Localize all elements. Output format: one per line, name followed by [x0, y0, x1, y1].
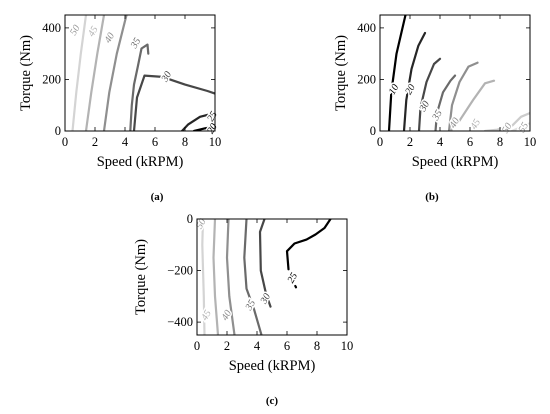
x-tick-label: 2 [407, 135, 413, 149]
contour-line-45 [212, 219, 220, 335]
x-tick-label: 4 [122, 135, 129, 149]
x-tick-label: 10 [209, 135, 222, 149]
x-tick-label: 6 [152, 135, 158, 149]
y-axis-label: Torque (Nm) [333, 35, 349, 111]
contour-label: 35 [128, 36, 143, 51]
subfigure-caption: (b) [425, 191, 439, 203]
contour-label: 35 [430, 108, 445, 123]
plot-frame [379, 14, 531, 132]
y-tick-label: 200 [357, 72, 376, 86]
contour-line-50 [483, 111, 530, 131]
contour-label: 20 [403, 83, 418, 97]
contour-line-50 [201, 219, 206, 335]
y-tick-label: 200 [42, 72, 61, 86]
contour-lines [201, 219, 332, 335]
contour-line-55 [510, 122, 530, 131]
contour-label: 30 [159, 70, 174, 85]
x-tick-label: 10 [341, 339, 354, 353]
contour-label: 40 [103, 31, 118, 45]
y-tick-label: 400 [357, 21, 376, 35]
contour-line-30 [417, 57, 442, 131]
x-tick-label: 4 [254, 339, 261, 353]
contour-line-35 [243, 219, 263, 335]
contour-line-20 [192, 125, 215, 131]
subfigure-caption: (c) [266, 395, 279, 407]
x-tick-label: 0 [377, 135, 383, 149]
contour-line-50 [71, 15, 88, 131]
contour-line-30 [132, 74, 215, 131]
contour-line-25 [285, 219, 332, 271]
contour-label: 40 [448, 116, 463, 130]
contour-line-40 [447, 61, 479, 131]
contour-lines [387, 15, 530, 131]
contour-line-45 [449, 79, 496, 131]
contour-label: 45 [86, 25, 101, 39]
x-tick-label: 6 [467, 135, 473, 149]
y-tick-label: 400 [42, 21, 61, 35]
contour-label: 35 [243, 298, 258, 313]
contour-label: 50 [194, 217, 209, 231]
contour-label: 25 [286, 271, 301, 285]
contour-line-40 [225, 219, 236, 335]
y-axis-label: Torque (Nm) [133, 239, 149, 315]
x-tick-label: 4 [437, 135, 444, 149]
x-axis-label: Speed (kRPM) [97, 154, 184, 170]
y-tick-label: 0 [370, 124, 376, 138]
contour-line-30 [258, 219, 272, 308]
x-tick-label: 8 [497, 135, 503, 149]
x-tick-label: 2 [224, 339, 230, 353]
contour-line-extra [294, 284, 298, 289]
contour-label: 40 [220, 308, 235, 322]
x-axis-label: Speed (kRPM) [412, 154, 499, 170]
subfigure-caption: (a) [151, 191, 164, 203]
contour-label: 25 [205, 110, 220, 124]
x-axis-label: Speed (kRPM) [229, 358, 316, 374]
contour-line-45 [84, 15, 106, 131]
contour-label: 30 [417, 99, 432, 114]
contour-line-40 [102, 15, 128, 131]
contour-label: 30 [258, 292, 273, 307]
contour-line-35 [129, 43, 150, 131]
contour-label: 20 [205, 122, 220, 136]
x-tick-label: 0 [194, 339, 200, 353]
contour-label: 10 [387, 83, 402, 97]
x-tick-label: 0 [62, 135, 68, 149]
y-tick-label: −200 [167, 264, 193, 278]
contour-line-20 [402, 31, 427, 131]
x-tick-label: 6 [284, 339, 290, 353]
contour-label: 45 [199, 308, 214, 322]
contour-label: 45 [469, 117, 484, 131]
contour-label: 50 [68, 23, 83, 37]
contour-label: 50 [500, 121, 515, 135]
contour-line-10 [387, 15, 407, 131]
contour-line-35 [434, 74, 457, 131]
plot-frame [64, 14, 216, 132]
y-tick-label: −400 [167, 315, 193, 329]
y-tick-label: 0 [187, 212, 193, 226]
x-tick-label: 2 [92, 135, 98, 149]
plot-frame [196, 218, 348, 336]
y-axis-label: Torque (Nm) [18, 35, 34, 111]
y-tick-label: 0 [55, 124, 61, 138]
x-tick-label: 10 [524, 135, 537, 149]
x-tick-label: 8 [314, 339, 320, 353]
x-tick-label: 8 [182, 135, 188, 149]
